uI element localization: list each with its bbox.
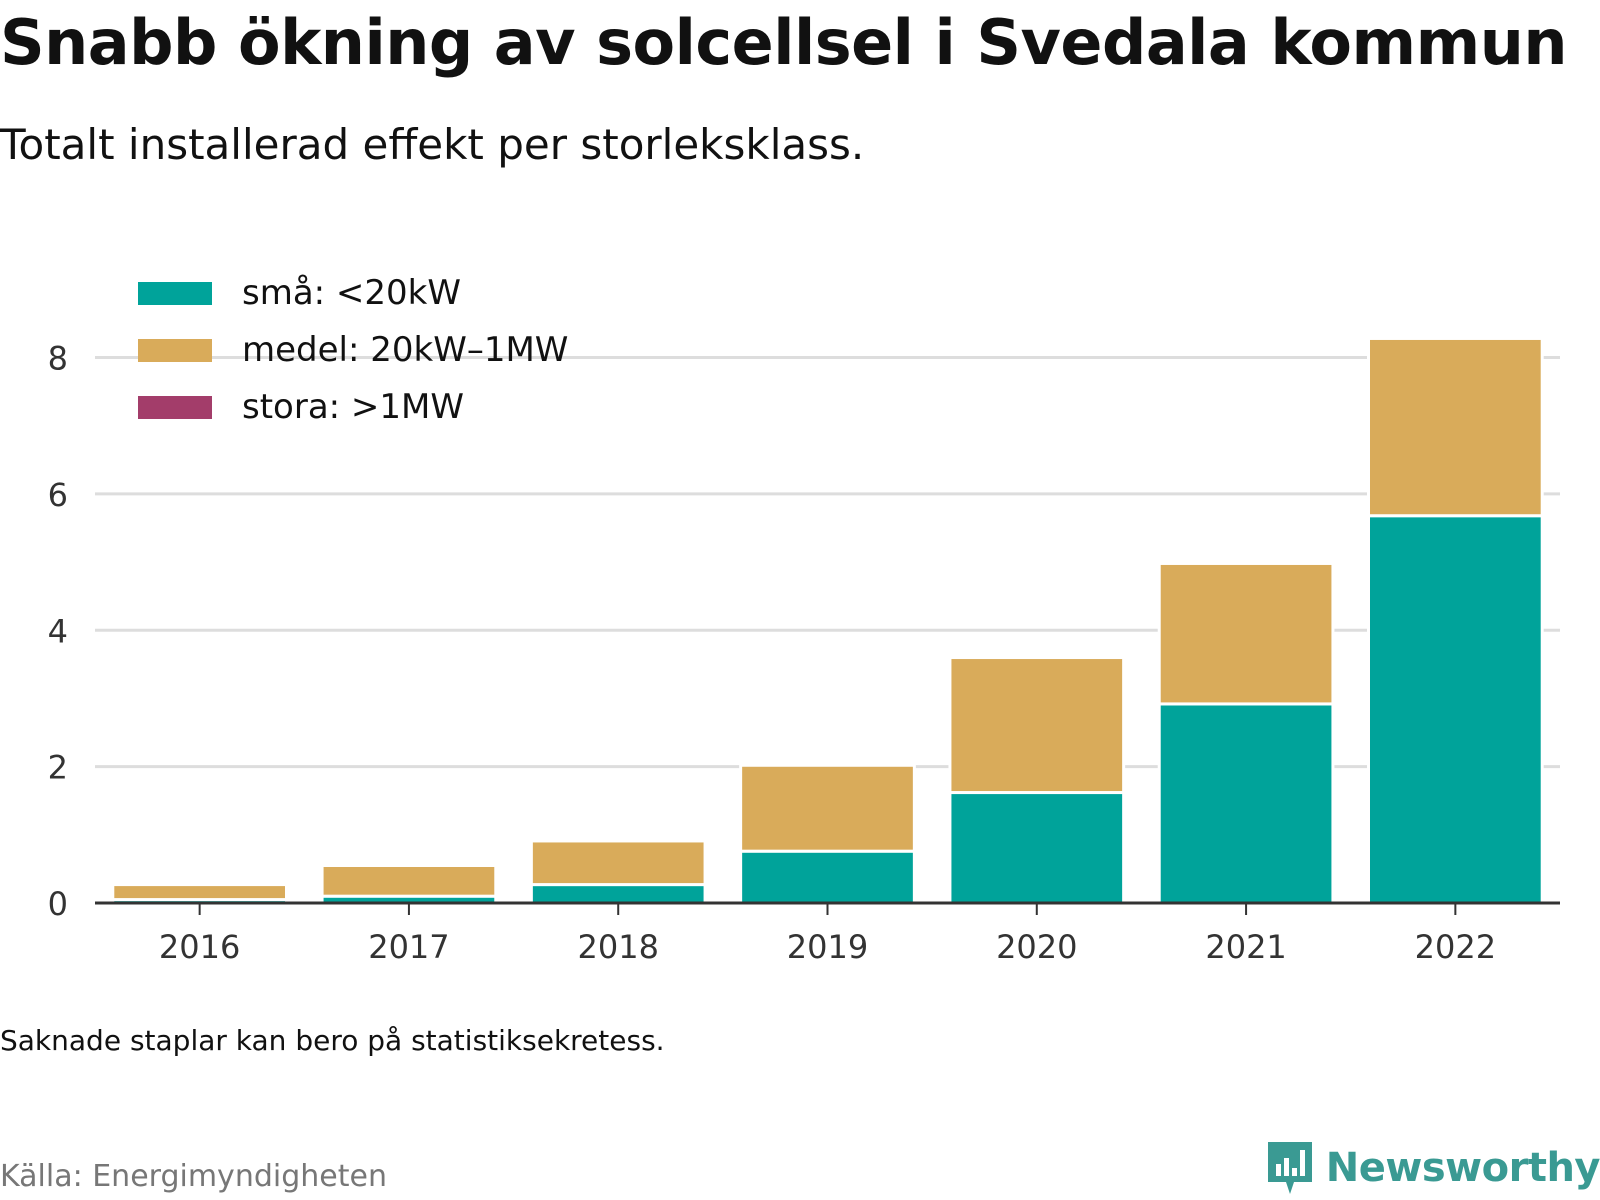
brand-name: Newsworthy xyxy=(1325,1145,1600,1191)
bar-segment-2018-series-1 xyxy=(529,839,707,887)
bar-segment-2018-series-0 xyxy=(529,883,707,905)
stacked-bar-chart: 0 2 4 6 8 2016 2017 2018 2019 2020 2021 2022 små: <… xyxy=(48,273,1560,966)
y-tick-label: 2 xyxy=(48,749,68,787)
legend-label-2: stora: >1MW xyxy=(242,387,464,427)
bar-segment-2019-series-1 xyxy=(739,763,916,853)
x-tick-label: 2017 xyxy=(368,928,449,966)
chart-subtitle: Totalt installerad effekt per storlekskl… xyxy=(0,120,865,169)
chart-title: Snabb ökning av solcellsel i Svedala kom… xyxy=(0,6,1567,79)
legend-label-0: små: <20kW xyxy=(242,273,461,313)
x-tick-label: 2022 xyxy=(1415,928,1496,966)
x-tick-label: 2018 xyxy=(577,928,658,966)
bar-segment-2022-series-0 xyxy=(1367,514,1544,905)
bar-segment-2022-series-1 xyxy=(1367,336,1544,518)
bar-segment-2021-series-0 xyxy=(1157,702,1335,905)
x-tick-label: 2016 xyxy=(159,928,240,966)
axes: 0 2 4 6 8 2016 2017 2018 2019 2020 2021 2022 xyxy=(48,340,1560,966)
bar-segment-2020-series-0 xyxy=(948,791,1126,905)
bar-segment-2017-series-1 xyxy=(320,864,498,898)
legend-swatch-1 xyxy=(138,339,212,362)
source-text: Källa: Energimyndigheten xyxy=(0,1159,387,1194)
legend: små: <20kW medel: 20kW–1MW stora: >1MW xyxy=(138,273,568,427)
newsworthy-chart-icon xyxy=(1267,1142,1312,1194)
y-tick-label: 6 xyxy=(48,476,68,514)
footnote: Saknade staplar kan bero på statistiksek… xyxy=(0,1024,665,1057)
y-tick-label: 0 xyxy=(48,885,68,923)
legend-swatch-2 xyxy=(138,396,212,419)
x-tick-label: 2020 xyxy=(996,928,1077,966)
bar-segment-2016-series-1 xyxy=(111,883,288,902)
brand-logo: Newsworthy xyxy=(1264,1140,1600,1196)
bar-segment-2020-series-1 xyxy=(948,656,1126,795)
bars xyxy=(111,336,1544,905)
legend-label-1: medel: 20kW–1MW xyxy=(242,330,568,370)
y-tick-label: 8 xyxy=(48,340,68,378)
bar-segment-2021-series-1 xyxy=(1157,561,1335,706)
x-tick-label: 2019 xyxy=(787,928,868,966)
y-tick-label: 4 xyxy=(48,612,68,650)
x-tick-label: 2021 xyxy=(1205,928,1286,966)
legend-swatch-0 xyxy=(138,282,212,305)
bar-segment-2019-series-0 xyxy=(739,849,916,905)
